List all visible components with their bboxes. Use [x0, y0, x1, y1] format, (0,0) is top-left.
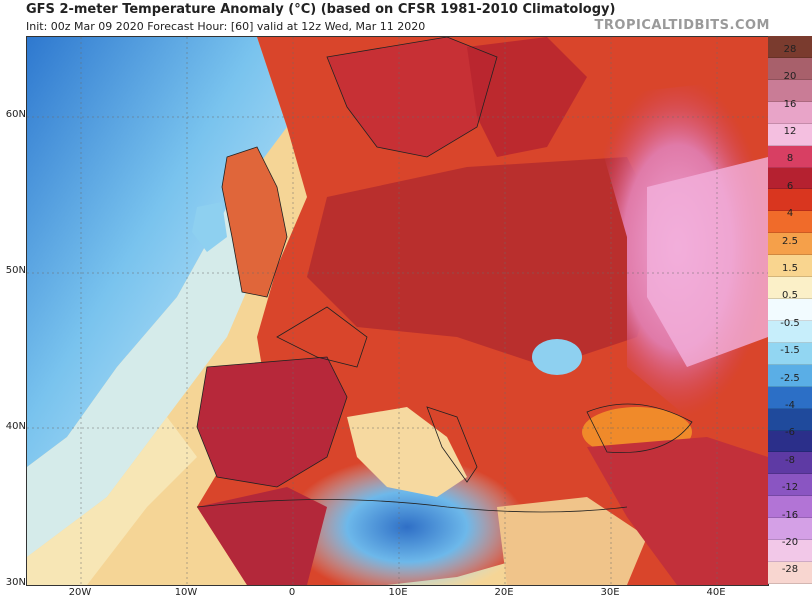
- colorbar-label: -0.5: [780, 317, 800, 329]
- forecast-info: Init: 00z Mar 09 2020 Forecast Hour: [60…: [26, 20, 426, 33]
- lon-label-30e: 30E: [600, 587, 620, 598]
- colorbar-swatch: [768, 123, 812, 146]
- colorbar-swatch: [768, 562, 812, 584]
- colorbar-swatch: [768, 430, 812, 453]
- colorbar-swatch: [768, 342, 812, 365]
- lat-label-30n: 30N: [5, 577, 26, 588]
- header: GFS 2-meter Temperature Anomaly (°C) (ba…: [0, 0, 812, 36]
- lat-label-50n: 50N: [5, 265, 26, 276]
- colorbar-label: 1.5: [782, 262, 798, 274]
- colorbar-swatch: [768, 452, 812, 475]
- colorbar-label: 2.5: [782, 235, 798, 247]
- coastlines: [196, 37, 693, 513]
- colorbar-swatch: [768, 255, 812, 278]
- atlantic-cold-anomaly: [27, 37, 287, 467]
- colorbar-label: 20: [783, 71, 797, 83]
- colorbar-swatch: [768, 211, 812, 234]
- colorbar-swatch: [768, 79, 812, 102]
- colorbar-swatch: [768, 299, 812, 321]
- colorbar-label: -16: [781, 509, 799, 521]
- colorbar-swatch: [768, 408, 812, 431]
- colorbar-swatch: [768, 36, 812, 58]
- colorbar-label: -28: [781, 564, 799, 576]
- colorbar-label: 16: [783, 98, 797, 110]
- colorbar-swatch: [768, 145, 812, 168]
- lon-label-0: 0: [288, 587, 296, 598]
- colorbar-label: 6: [786, 180, 794, 192]
- colorbar-label: -2.5: [780, 372, 800, 384]
- lat-label-40n: 40N: [5, 421, 26, 432]
- colorbar-label: 4: [786, 208, 794, 220]
- colorbar-legend: 28 20 16 12 8 6 4 2.5 1.5 0.5 -0.5 -1.5 -2.5 -4 -6 -8 -1…: [768, 36, 812, 584]
- colorbar-label: 28: [783, 43, 797, 55]
- colorbar-swatch: [768, 474, 812, 497]
- lon-label-10e: 10E: [388, 587, 408, 598]
- colorbar-label: -4: [785, 399, 795, 411]
- lon-label-20w: 20W: [68, 587, 92, 598]
- colorbar-label: 8: [786, 153, 794, 165]
- lon-label-10w: 10W: [174, 587, 198, 598]
- colorbar-swatch: [768, 496, 812, 519]
- colorbar-swatch: [768, 320, 812, 343]
- colorbar-label: 0.5: [782, 290, 798, 302]
- lat-label-60n: 60N: [5, 109, 26, 120]
- map-title: GFS 2-meter Temperature Anomaly (°C) (ba…: [26, 2, 616, 17]
- colorbar-swatch: [768, 233, 812, 256]
- colorbar-swatch: [768, 364, 812, 387]
- colorbar-label: -12: [781, 482, 799, 494]
- colorbar-swatch: [768, 540, 812, 563]
- colorbar-label: 12: [783, 125, 797, 137]
- colorbar-label: -8: [785, 454, 795, 466]
- brand-watermark: TROPICALTIDBITS.COM: [594, 18, 770, 33]
- colorbar-swatch: [768, 189, 812, 212]
- graticule: [27, 37, 768, 585]
- colorbar-swatch: [768, 57, 812, 80]
- colorbar-label: -20: [781, 536, 799, 548]
- lon-label-40e: 40E: [706, 587, 726, 598]
- anomaly-map: [26, 36, 769, 586]
- north-africa-cold-anomaly: [287, 457, 527, 585]
- colorbar-swatch: [768, 518, 812, 541]
- colorbar-label: -1.5: [780, 345, 800, 357]
- lon-label-20e: 20E: [494, 587, 514, 598]
- colorbar-label: -6: [785, 427, 795, 439]
- map-canvas: [27, 37, 768, 585]
- colorbar-swatch: [768, 386, 812, 409]
- colorbar-swatch: [768, 167, 812, 190]
- colorbar-swatch: [768, 101, 812, 124]
- colorbar-swatch: [768, 277, 812, 300]
